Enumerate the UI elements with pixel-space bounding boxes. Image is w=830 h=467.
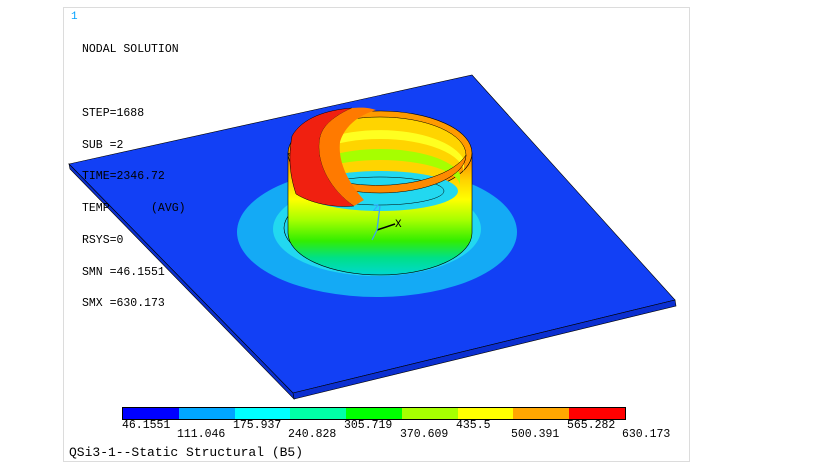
window-number: 1 <box>71 11 78 23</box>
info-line: RSYS=0 <box>82 233 124 247</box>
info-line: STEP=1688 <box>82 106 145 120</box>
triad-x-label: X <box>395 219 402 231</box>
legend-tick: 500.391 <box>511 428 560 441</box>
legend-tick: 111.046 <box>177 428 226 441</box>
triad-z-label: Z <box>373 204 379 215</box>
info-line: SMX =630.173 <box>82 297 165 311</box>
legend-tick: 630.173 <box>622 428 671 441</box>
legend-swatch-5 <box>346 408 402 419</box>
contour-legend <box>122 407 626 420</box>
plate-edge-left <box>68 163 295 400</box>
legend-swatch-3 <box>234 408 291 419</box>
model-title: QSi3-1--Static Structural (B5) <box>69 445 304 460</box>
legend-tick: 305.719 <box>344 419 393 432</box>
hotspot-fringe <box>319 107 376 206</box>
legend-tick: 565.282 <box>567 419 616 432</box>
info-line: NODAL SOLUTION <box>82 43 179 57</box>
legend-swatch-4 <box>290 408 347 419</box>
legend-tick: 46.1551 <box>122 419 171 432</box>
model-render: Z X <box>68 74 677 400</box>
legend-tick: 370.609 <box>400 428 449 441</box>
legend-swatch-1 <box>123 408 179 419</box>
legend-swatch-2 <box>178 408 235 419</box>
info-line: TIME=2346.72 <box>82 170 165 184</box>
legend-tick: 175.937 <box>233 419 282 432</box>
legend-swatch-6 <box>401 408 458 419</box>
info-line <box>82 77 186 88</box>
legend-tick: 240.828 <box>288 428 337 441</box>
info-line: SUB =2 <box>82 138 124 152</box>
solution-info: NODAL SOLUTION STEP=1688 SUB =2 TIME=234… <box>82 24 186 331</box>
legend-tick: 435.5 <box>456 419 491 432</box>
info-line: TEMP (AVG) <box>82 202 186 216</box>
legend-swatch-7 <box>457 408 514 419</box>
legend-swatch-8 <box>513 408 570 419</box>
info-line: SMN =46.1551 <box>82 265 165 279</box>
graphics-viewport[interactable]: 1 <box>63 7 690 462</box>
axis-triad: Z X <box>371 204 402 241</box>
legend-swatch-9 <box>569 408 626 419</box>
